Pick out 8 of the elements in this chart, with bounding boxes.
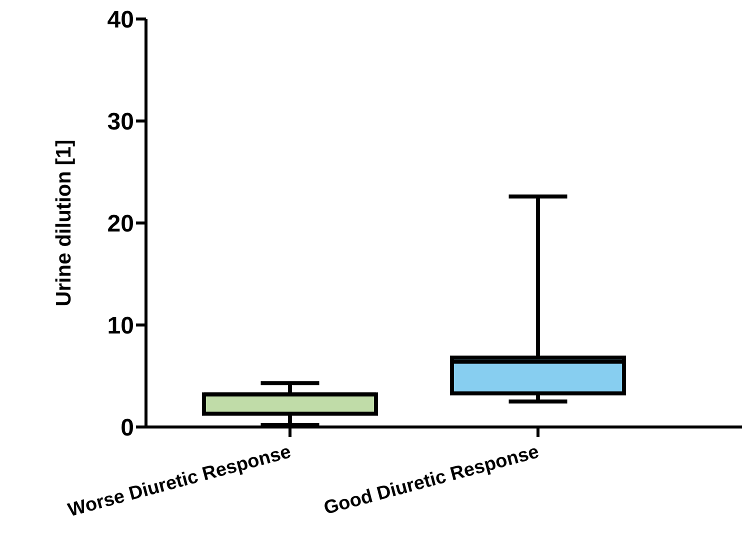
x-tick-label: Worse Diuretic Response: [66, 442, 294, 522]
y-tick-label: 40: [107, 6, 134, 34]
y-tick-label: 10: [107, 312, 134, 340]
x-tick-label: Good Diuretic Response: [322, 442, 542, 520]
y-axis-title: Urine dilution [1]: [52, 140, 76, 306]
y-tick-label: 30: [107, 108, 134, 136]
y-tick-label: 20: [107, 210, 134, 238]
y-tick-label: 0: [120, 414, 134, 442]
